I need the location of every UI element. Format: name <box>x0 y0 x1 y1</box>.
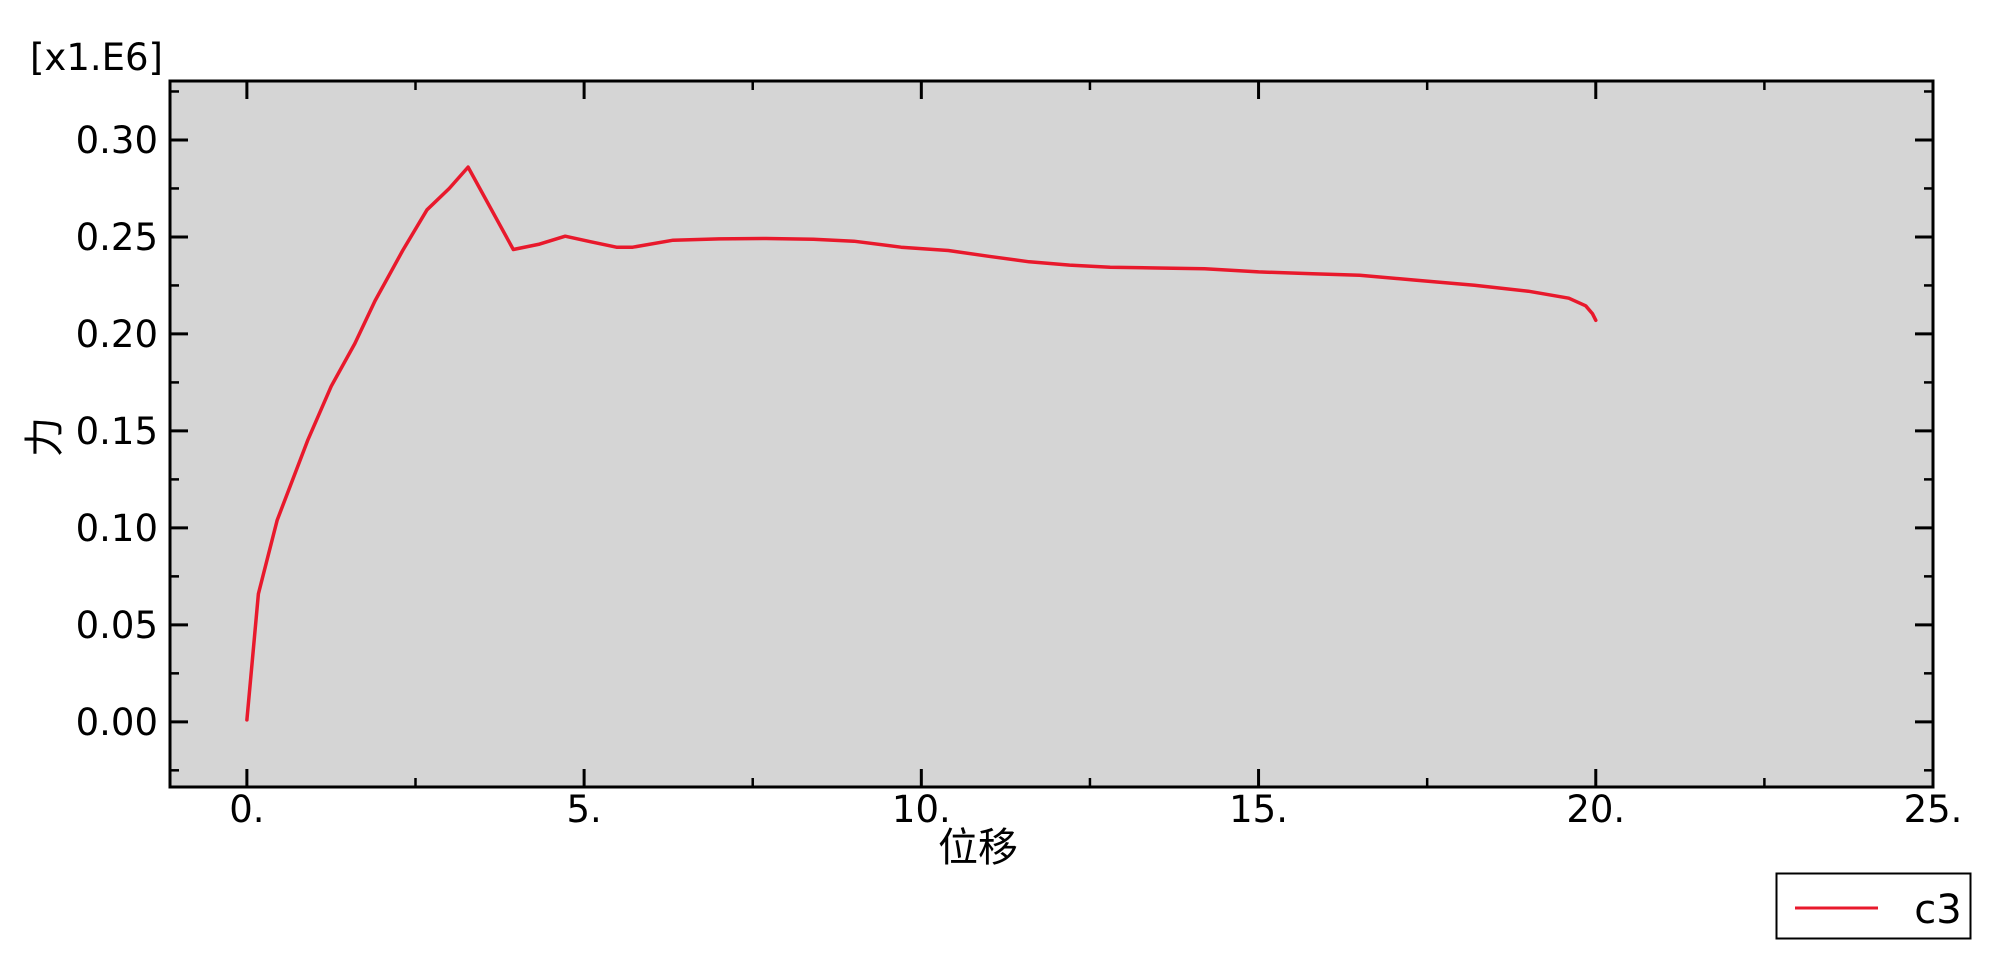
legend-series-label: c3 <box>1914 887 1961 933</box>
x-tick-label: 0. <box>229 788 264 831</box>
y-tick-label: 0.15 <box>76 410 158 453</box>
axis-ticks <box>170 81 1935 787</box>
series-line-c3 <box>245 165 1598 722</box>
y-tick-label: 0.00 <box>76 701 158 744</box>
y-tick-label: 0.10 <box>76 507 158 550</box>
y-axis-multiplier-label: [x1.E6] <box>30 36 163 79</box>
x-tick-label: 5. <box>566 788 601 831</box>
y-tick-label: 0.05 <box>76 604 158 647</box>
plot-area <box>168 79 1935 789</box>
y-tick-label: 0.20 <box>76 313 158 356</box>
x-tick-label: 15. <box>1229 788 1288 831</box>
legend-box <box>1775 872 1972 940</box>
y-tick-label: 0.25 <box>76 216 158 259</box>
x-tick-label: 25. <box>1904 788 1963 831</box>
y-tick-label: 0.30 <box>76 119 158 162</box>
x-tick-label: 20. <box>1566 788 1625 831</box>
y-axis-label: 力 <box>22 417 68 457</box>
legend: c3 <box>1775 872 1972 940</box>
axis-tick-labels: 0. 5. 10. 15. 20. 25. 0.00 0.05 0.10 0.15 0.20 0.25… <box>76 119 1963 831</box>
x-axis-label: 位移 <box>938 825 1018 871</box>
x-tick-label: 10. <box>892 788 951 831</box>
